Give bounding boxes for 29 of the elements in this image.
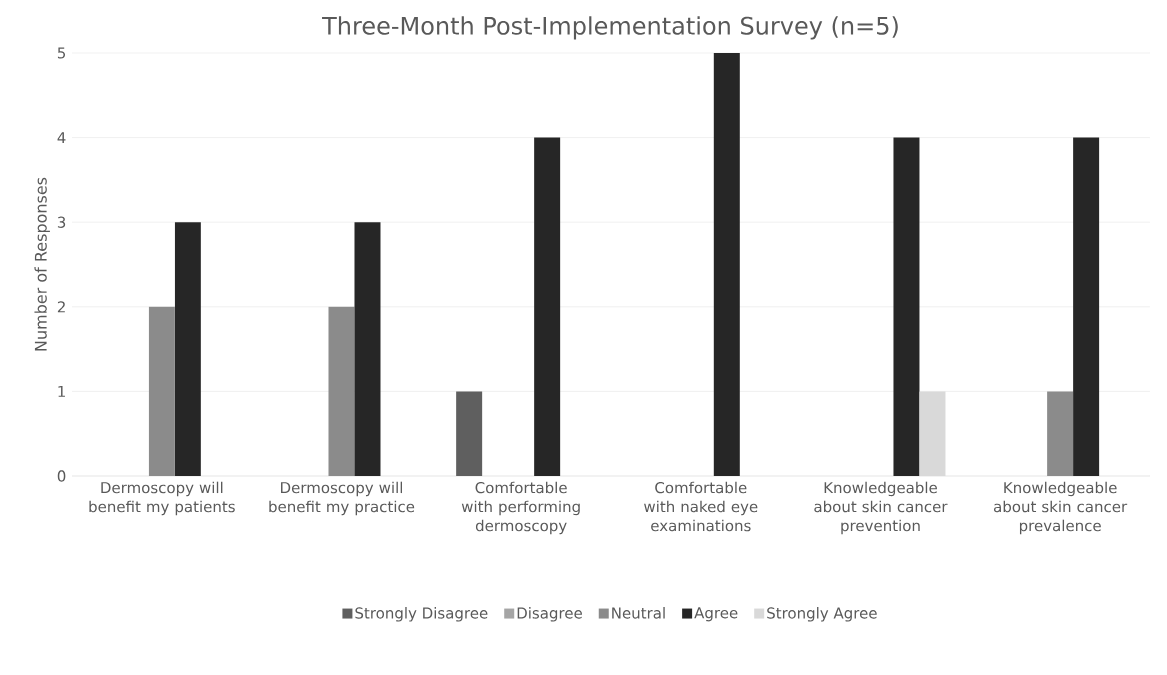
- x-tick-label: Knowledgeable about skin cancer prevalence: [994, 481, 1128, 535]
- x-tick-label: Comfortable with performing dermoscopy: [461, 481, 580, 535]
- bar: [713, 53, 740, 476]
- x-tick-label: Knowledgeable about skin cancer prevention: [814, 481, 948, 535]
- legend-label: Disagree: [517, 607, 582, 622]
- y-tick-label: 4: [57, 132, 66, 144]
- bar: [1073, 137, 1100, 476]
- y-tick-label: 1: [58, 385, 65, 397]
- bar: [1047, 391, 1074, 476]
- y-tick-label: 2: [57, 301, 65, 313]
- legend-label: Neutral: [612, 607, 665, 619]
- bar: [456, 391, 483, 476]
- chart-title: Three-Month Post-Implementation Survey (n=5): [322, 16, 898, 40]
- bar: [148, 306, 175, 476]
- y-tick-label: 5: [57, 47, 66, 59]
- bar: [174, 222, 201, 476]
- y-tick-label: 3: [57, 216, 66, 228]
- bar: [893, 137, 920, 476]
- bar: [534, 137, 561, 476]
- x-tick-label: Comfortable with naked eye examinations: [644, 481, 758, 532]
- x-tick-label: Dermoscopy will benefit my practice: [269, 481, 415, 516]
- y-axis-title: Number of Responses: [34, 177, 50, 351]
- legend-label: Strongly Disagree: [355, 607, 488, 622]
- bar: [354, 222, 381, 476]
- bar: [328, 306, 355, 476]
- legend-label: Agree: [694, 607, 738, 622]
- x-tick-label: Dermoscopy will benefit my patients: [89, 481, 235, 516]
- legend-label: Strongly Agree: [767, 607, 877, 622]
- y-tick-label: 0: [57, 470, 66, 482]
